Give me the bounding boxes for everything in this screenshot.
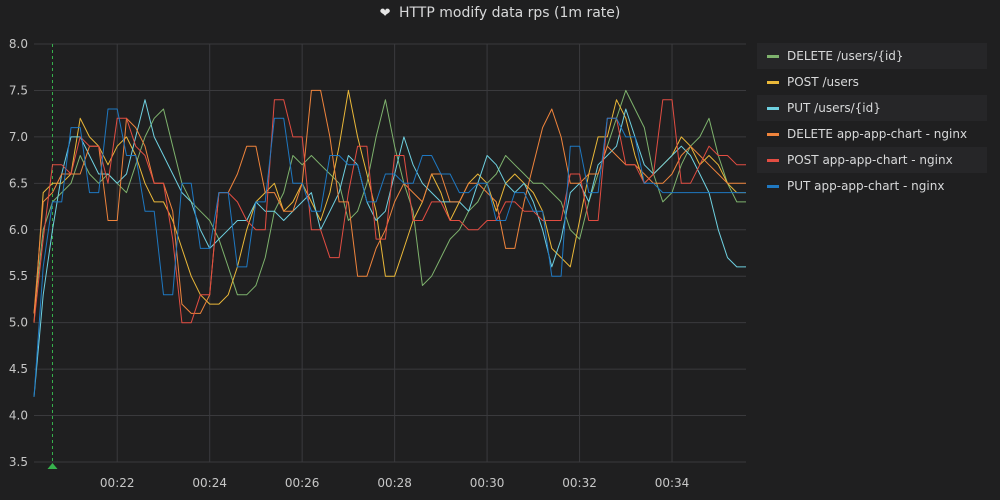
annotation-marker-icon bbox=[47, 463, 58, 469]
x-tick-label: 00:28 bbox=[377, 476, 412, 490]
x-tick-label: 00:34 bbox=[655, 476, 690, 490]
panel-title[interactable]: ❤ HTTP modify data rps (1m rate) bbox=[0, 5, 1000, 21]
legend-item[interactable]: POST app-app-chart - nginx bbox=[757, 147, 987, 173]
legend-swatch bbox=[767, 132, 779, 136]
legend: DELETE /users/{id} POST /users PUT /users/… bbox=[757, 43, 987, 199]
x-tick-label: 00:22 bbox=[100, 476, 135, 490]
y-tick-label: 5.0 bbox=[9, 316, 28, 330]
y-tick-label: 4.5 bbox=[9, 362, 28, 376]
legend-swatch bbox=[767, 158, 779, 162]
legend-label: POST app-app-chart - nginx bbox=[787, 153, 953, 167]
y-tick-label: 7.0 bbox=[9, 130, 28, 144]
x-tick-label: 00:30 bbox=[470, 476, 505, 490]
y-tick-label: 3.5 bbox=[9, 455, 28, 469]
series-line-1[interactable] bbox=[33, 89, 746, 323]
x-tick-label: 00:32 bbox=[562, 476, 597, 490]
panel-title-text: HTTP modify data rps (1m rate) bbox=[398, 5, 621, 21]
series-line-2[interactable] bbox=[33, 99, 746, 398]
legend-label: DELETE app-app-chart - nginx bbox=[787, 127, 968, 141]
legend-item[interactable]: POST /users bbox=[757, 69, 987, 95]
y-tick-label: 8.0 bbox=[9, 37, 28, 51]
legend-swatch bbox=[767, 80, 779, 84]
legend-label: DELETE /users/{id} bbox=[787, 49, 904, 63]
legend-label: POST /users bbox=[787, 75, 859, 89]
y-tick-label: 5.5 bbox=[9, 269, 28, 283]
legend-swatch bbox=[767, 54, 779, 58]
y-tick-label: 7.5 bbox=[9, 83, 28, 97]
legend-item[interactable]: DELETE app-app-chart - nginx bbox=[757, 121, 987, 147]
heart-icon: ❤ bbox=[379, 6, 391, 21]
series-line-0[interactable] bbox=[33, 89, 746, 314]
legend-swatch bbox=[767, 106, 779, 110]
series-line-4[interactable] bbox=[33, 99, 746, 324]
x-tick-label: 00:24 bbox=[192, 476, 227, 490]
legend-item[interactable]: PUT app-app-chart - nginx bbox=[757, 173, 987, 199]
y-tick-label: 6.5 bbox=[9, 176, 28, 190]
legend-item[interactable]: PUT /users/{id} bbox=[757, 95, 987, 121]
legend-item[interactable]: DELETE /users/{id} bbox=[757, 43, 987, 69]
series-line-5[interactable] bbox=[33, 108, 746, 398]
y-tick-label: 6.0 bbox=[9, 223, 28, 237]
y-tick-label: 4.0 bbox=[9, 409, 28, 423]
x-tick-label: 00:26 bbox=[285, 476, 320, 490]
legend-label: PUT app-app-chart - nginx bbox=[787, 179, 945, 193]
legend-swatch bbox=[767, 184, 779, 188]
legend-label: PUT /users/{id} bbox=[787, 101, 881, 115]
